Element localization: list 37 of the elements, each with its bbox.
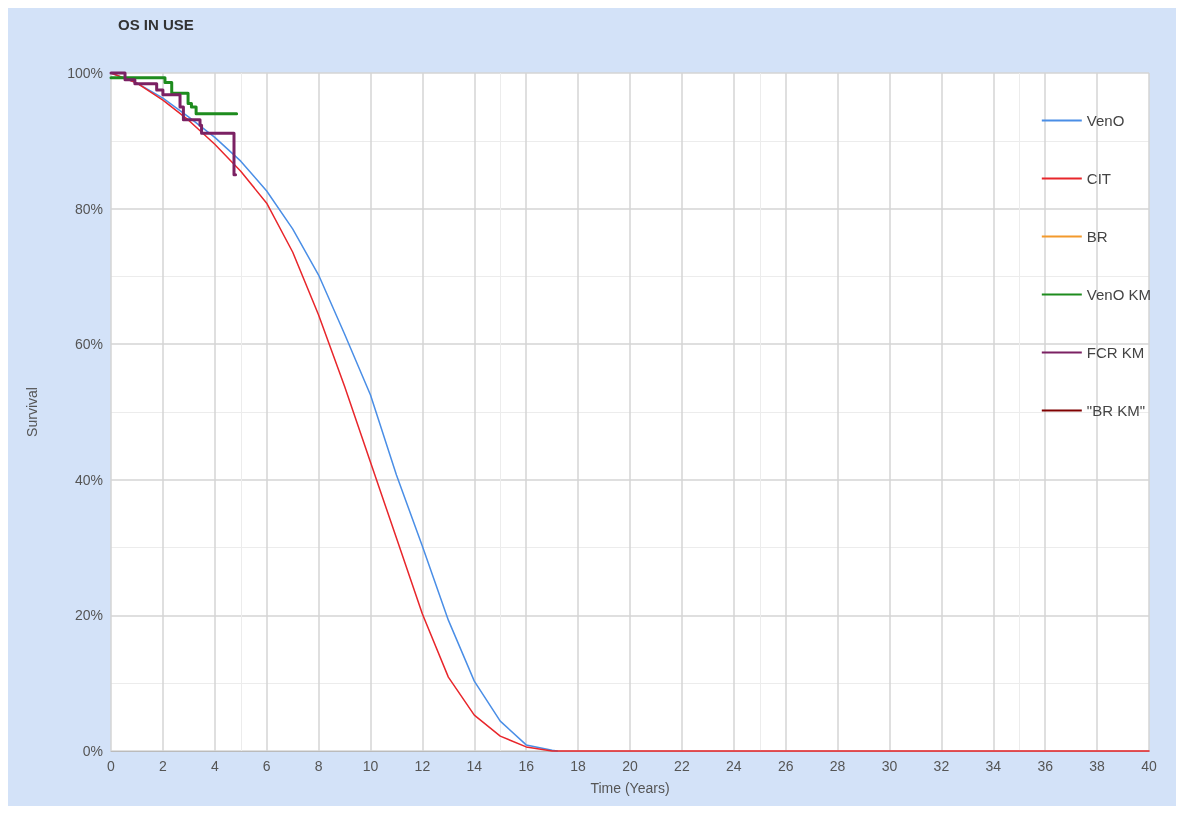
legend-label: CIT bbox=[1086, 170, 1111, 187]
y-tick-label: 40% bbox=[74, 471, 103, 488]
legend-label: VenO bbox=[1086, 112, 1125, 129]
x-tick-label: 38 bbox=[1089, 758, 1106, 774]
x-tick-label: 2 bbox=[159, 758, 167, 774]
x-tick-label: 10 bbox=[362, 758, 379, 774]
y-tick-label: 80% bbox=[74, 200, 103, 217]
legend-label: FCR KM bbox=[1086, 344, 1145, 361]
legend-label: VenO KM bbox=[1086, 286, 1152, 303]
x-tick-label: 40 bbox=[1141, 758, 1157, 774]
y-tick-label: 100% bbox=[67, 65, 103, 81]
x-tick-label: 14 bbox=[466, 758, 483, 774]
legend-label: BR bbox=[1086, 228, 1108, 245]
y-axis-title: Survival bbox=[24, 387, 40, 437]
x-tick-label: 36 bbox=[1037, 758, 1054, 774]
x-tick-label: 18 bbox=[570, 758, 587, 774]
line-series bbox=[110, 72, 1150, 752]
legend-label: "BR KM" bbox=[1086, 402, 1145, 419]
x-axis-title: Time (Years) bbox=[590, 780, 670, 796]
y-tick-label: 20% bbox=[74, 607, 103, 624]
x-tick-label: 32 bbox=[933, 758, 950, 774]
x-tick-label: 28 bbox=[829, 758, 846, 774]
x-tick-label: 30 bbox=[881, 758, 898, 774]
x-tick-label: 22 bbox=[674, 758, 690, 774]
x-tick-label: 20 bbox=[622, 758, 638, 774]
x-tick-label: 6 bbox=[262, 758, 271, 774]
x-tick-label: 34 bbox=[985, 758, 1002, 774]
chart-title: OS IN USE bbox=[118, 16, 194, 33]
x-tick-label: 16 bbox=[518, 758, 535, 774]
y-tick-label: 0% bbox=[82, 743, 103, 759]
x-tick-label: 12 bbox=[414, 758, 431, 774]
x-tick-label: 8 bbox=[314, 758, 323, 774]
x-tick-label: 0 bbox=[107, 758, 116, 774]
y-tick-label: 60% bbox=[74, 336, 103, 353]
x-tick-label: 24 bbox=[726, 758, 742, 774]
x-tick-label: 26 bbox=[777, 758, 794, 774]
x-tick-label: 4 bbox=[210, 758, 219, 774]
